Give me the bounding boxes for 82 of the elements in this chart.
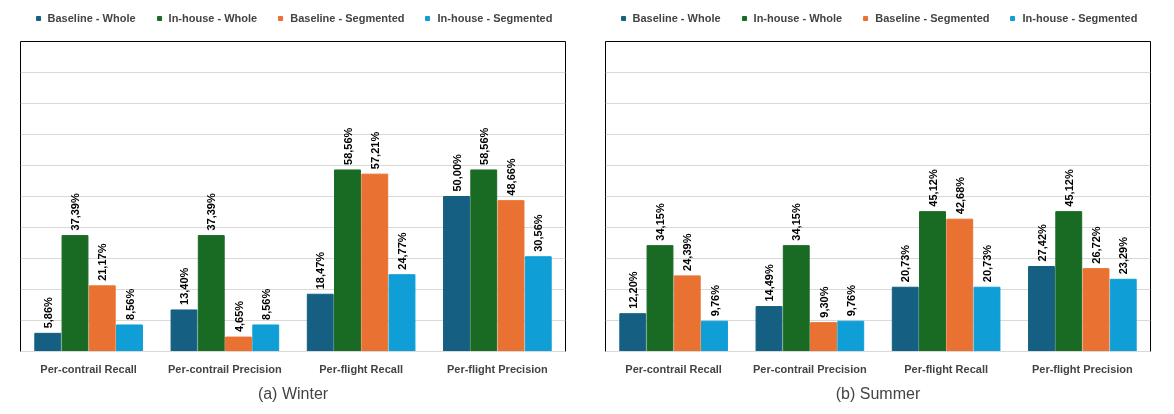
text: (b) Summer [835, 384, 921, 402]
bar [919, 211, 946, 352]
data-label: 9,76% [844, 284, 857, 317]
bar [946, 218, 974, 352]
legend-label: In-house - Whole [753, 12, 843, 24]
data-label: 34,15% [654, 203, 666, 241]
data-label: 20,73% [899, 244, 912, 283]
data-label: 9,76% [708, 284, 721, 317]
bar [497, 200, 525, 352]
text: (a) Winter [257, 384, 329, 402]
bar [673, 275, 701, 352]
bar [1109, 278, 1137, 352]
x-tick-label: Per-flight Precision [446, 362, 549, 375]
data-label: 9,30% [817, 286, 830, 318]
bar [1082, 268, 1110, 352]
bar [619, 313, 647, 352]
bar [116, 324, 143, 352]
data-label: 27,42% [1035, 223, 1048, 262]
x-tick-label: Per-contrail Recall [40, 362, 137, 375]
data-label: 18,47% [314, 251, 327, 290]
bar [1028, 266, 1055, 352]
data-label: 13,40% [178, 267, 190, 305]
bar [88, 285, 116, 352]
bar [197, 235, 225, 352]
bar [973, 286, 1001, 352]
data-label: 4,65% [232, 300, 245, 333]
legend-label: Baseline - Segmented [290, 12, 405, 24]
bar [61, 235, 89, 352]
legend-label: Baseline - Whole [632, 12, 721, 24]
bar [252, 324, 280, 352]
data-label: 45,12% [926, 169, 939, 207]
bar [646, 245, 674, 352]
bar [361, 173, 389, 352]
bar [388, 274, 416, 352]
data-label: 45,12% [1062, 169, 1075, 207]
data-label: 14,49% [763, 264, 775, 302]
x-tick-label: Per-contrail Recall [625, 362, 722, 375]
data-label: 42,68% [953, 176, 966, 215]
legend-label: Baseline - Whole [47, 12, 136, 24]
bar [170, 309, 198, 352]
bar [443, 196, 470, 352]
data-label: 57,21% [368, 131, 381, 170]
bar [837, 320, 865, 352]
legend-label: Baseline - Segmented [875, 12, 990, 24]
bar [810, 322, 837, 352]
data-label: 23,29% [1117, 236, 1130, 275]
x-tick-label: Per-flight Recall [319, 362, 403, 375]
data-label: 20,73% [981, 244, 993, 283]
bar [701, 320, 728, 352]
bar [755, 306, 783, 352]
x-tick-label: Per-flight Recall [904, 362, 988, 375]
bar [306, 293, 334, 352]
x-tick-label: Per-contrail Precision [168, 362, 283, 375]
data-label: 58,56% [477, 127, 490, 165]
bar [225, 336, 252, 352]
legend-label: In-house - Segmented [1022, 12, 1138, 24]
bar [782, 245, 810, 352]
data-label: 37,39% [205, 193, 218, 231]
data-label: 8,56% [123, 288, 136, 320]
data-label: 50,00% [450, 153, 463, 192]
x-tick-label: Per-flight Precision [1031, 362, 1134, 375]
data-label: 12,20% [626, 271, 639, 309]
bar [1055, 211, 1083, 352]
legend-label: In-house - Segmented [437, 12, 553, 24]
data-label: 24,39% [681, 233, 694, 271]
bar [891, 286, 919, 352]
bar [34, 332, 62, 352]
x-tick-label: Per-contrail Precision [753, 362, 868, 375]
legend-label: In-house - Whole [168, 12, 258, 24]
data-label: 34,15% [790, 203, 803, 241]
data-label: 5,86% [41, 296, 54, 329]
data-label: 48,66% [505, 158, 517, 196]
bar [334, 169, 361, 352]
data-label: 30,56% [532, 214, 545, 252]
data-label: 24,77% [396, 232, 408, 270]
data-label: 21,17% [96, 243, 109, 281]
data-label: 26,72% [1090, 226, 1102, 264]
data-label: 37,39% [69, 193, 81, 231]
bar [470, 169, 498, 352]
data-label: 8,56% [259, 288, 272, 320]
bar [524, 256, 552, 352]
data-label: 58,56% [341, 127, 354, 165]
